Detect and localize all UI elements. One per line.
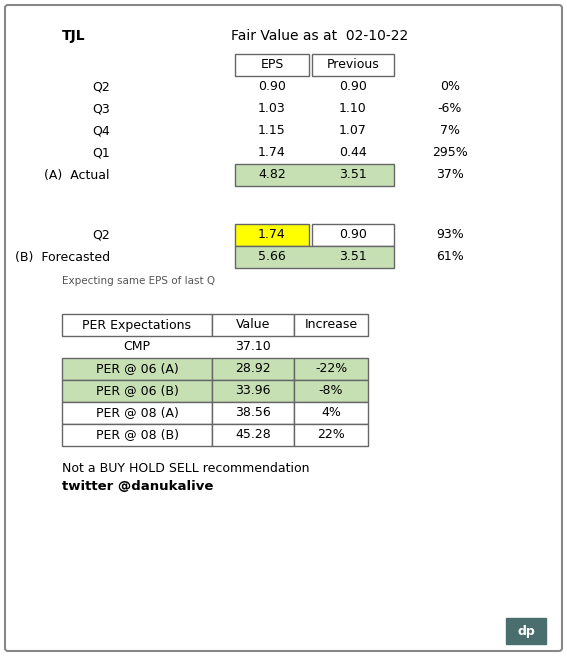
Text: 1.74: 1.74 [258,146,286,159]
Text: 37%: 37% [436,169,464,182]
Text: twitter @danukalive: twitter @danukalive [62,480,213,493]
Text: Q2: Q2 [92,81,110,94]
Text: 3.51: 3.51 [339,169,367,182]
Text: 5.66: 5.66 [258,251,286,264]
FancyBboxPatch shape [5,5,562,651]
Text: Not a BUY HOLD SELL recommendation: Not a BUY HOLD SELL recommendation [62,462,310,474]
Text: (A)  Actual: (A) Actual [44,169,110,182]
Text: Q3: Q3 [92,102,110,115]
Text: 1.15: 1.15 [258,125,286,138]
Bar [312,224,394,246]
Bar [212,380,294,402]
Bar [212,314,294,336]
Text: Previous: Previous [327,58,379,72]
Text: 1.10: 1.10 [339,102,367,115]
Text: -22%: -22% [315,363,347,375]
Text: Increase: Increase [304,319,358,331]
Text: dp: dp [517,625,535,638]
Bar [294,314,368,336]
Text: 1.07: 1.07 [339,125,367,138]
Text: 61%: 61% [436,251,464,264]
Text: Value: Value [236,319,270,331]
Text: TJL: TJL [62,29,86,43]
Bar [62,358,212,380]
Bar [235,246,394,268]
Text: 7%: 7% [440,125,460,138]
Text: 4%: 4% [321,407,341,419]
Text: Q4: Q4 [92,125,110,138]
Text: 1.74: 1.74 [258,228,286,241]
Bar [294,402,368,424]
Bar [506,618,546,644]
Bar [62,424,212,446]
Bar [62,314,212,336]
Text: Q2: Q2 [92,228,110,241]
Text: Fair Value as at  02-10-22: Fair Value as at 02-10-22 [231,29,409,43]
Bar [62,402,212,424]
Bar [212,358,294,380]
Bar [294,424,368,446]
Text: Expecting same EPS of last Q: Expecting same EPS of last Q [62,276,215,286]
Text: PER @ 06 (A): PER @ 06 (A) [96,363,179,375]
Text: CMP: CMP [124,340,150,354]
Bar [212,424,294,446]
Bar [62,380,212,402]
Text: 93%: 93% [436,228,464,241]
Bar [235,164,394,186]
Bar [312,54,394,76]
Bar [294,358,368,380]
Text: PER @ 06 (B): PER @ 06 (B) [96,384,179,398]
Text: 0%: 0% [440,81,460,94]
Text: 0.90: 0.90 [339,228,367,241]
Text: 45.28: 45.28 [235,428,271,441]
Text: 28.92: 28.92 [235,363,271,375]
Text: 38.56: 38.56 [235,407,271,419]
Text: -6%: -6% [438,102,462,115]
Text: 0.90: 0.90 [258,81,286,94]
Text: PER @ 08 (B): PER @ 08 (B) [95,428,179,441]
Text: 0.44: 0.44 [339,146,367,159]
Text: 33.96: 33.96 [235,384,271,398]
Bar [235,54,309,76]
Bar [294,380,368,402]
Text: 3.51: 3.51 [339,251,367,264]
Text: PER @ 08 (A): PER @ 08 (A) [96,407,179,419]
Text: Q1: Q1 [92,146,110,159]
Text: PER Expectations: PER Expectations [83,319,192,331]
Text: -8%: -8% [319,384,343,398]
Text: 37.10: 37.10 [235,340,271,354]
Text: 1.03: 1.03 [258,102,286,115]
Text: 295%: 295% [432,146,468,159]
Bar [235,224,309,246]
Text: EPS: EPS [260,58,284,72]
Text: (B)  Forecasted: (B) Forecasted [15,251,110,264]
Text: 22%: 22% [317,428,345,441]
Bar [212,402,294,424]
Text: 4.82: 4.82 [258,169,286,182]
Text: 0.90: 0.90 [339,81,367,94]
